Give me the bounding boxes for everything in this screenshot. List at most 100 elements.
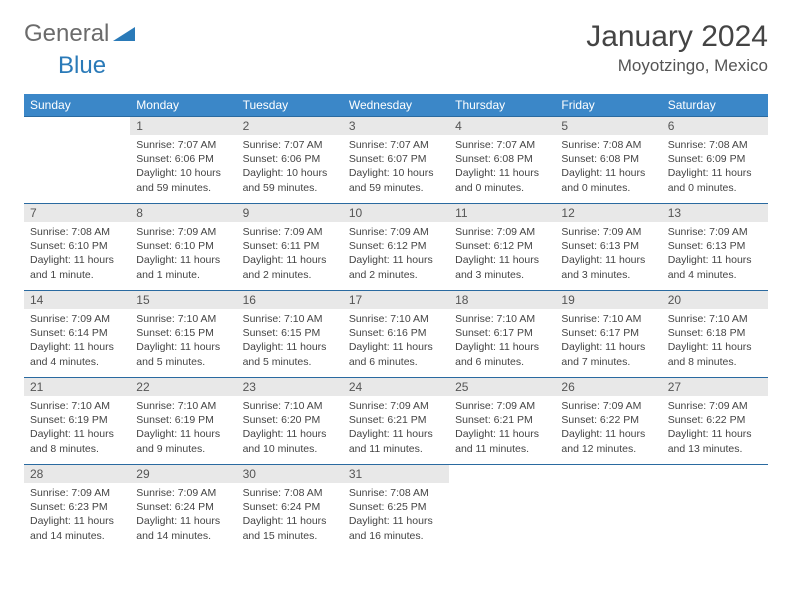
- day-cell: 16Sunrise: 7:10 AMSunset: 6:15 PMDayligh…: [237, 291, 343, 378]
- weekday-header: Tuesday: [237, 94, 343, 117]
- day-content: Sunrise: 7:07 AMSunset: 6:07 PMDaylight:…: [343, 135, 449, 199]
- week-row: 21Sunrise: 7:10 AMSunset: 6:19 PMDayligh…: [24, 378, 768, 465]
- day-content: Sunrise: 7:09 AMSunset: 6:13 PMDaylight:…: [555, 222, 661, 286]
- day-cell: 11Sunrise: 7:09 AMSunset: 6:12 PMDayligh…: [449, 204, 555, 291]
- day-content: Sunrise: 7:08 AMSunset: 6:25 PMDaylight:…: [343, 483, 449, 547]
- day-number: 13: [662, 204, 768, 222]
- day-cell: [555, 465, 661, 552]
- day-number: 7: [24, 204, 130, 222]
- day-number: 23: [237, 378, 343, 396]
- day-content: Sunrise: 7:09 AMSunset: 6:11 PMDaylight:…: [237, 222, 343, 286]
- day-cell: 6Sunrise: 7:08 AMSunset: 6:09 PMDaylight…: [662, 117, 768, 204]
- day-number: 3: [343, 117, 449, 135]
- day-number: 25: [449, 378, 555, 396]
- day-number: 17: [343, 291, 449, 309]
- week-row: 7Sunrise: 7:08 AMSunset: 6:10 PMDaylight…: [24, 204, 768, 291]
- calendar-table: Sunday Monday Tuesday Wednesday Thursday…: [24, 94, 768, 551]
- logo-text-general: General: [24, 20, 109, 48]
- day-number: 28: [24, 465, 130, 483]
- day-number: 24: [343, 378, 449, 396]
- day-number: 4: [449, 117, 555, 135]
- day-number: 21: [24, 378, 130, 396]
- day-content: Sunrise: 7:10 AMSunset: 6:19 PMDaylight:…: [24, 396, 130, 460]
- day-number: 11: [449, 204, 555, 222]
- day-cell: [662, 465, 768, 552]
- day-content: Sunrise: 7:08 AMSunset: 6:09 PMDaylight:…: [662, 135, 768, 199]
- day-content: Sunrise: 7:10 AMSunset: 6:19 PMDaylight:…: [130, 396, 236, 460]
- day-content: Sunrise: 7:10 AMSunset: 6:15 PMDaylight:…: [130, 309, 236, 373]
- day-number: 8: [130, 204, 236, 222]
- day-content: Sunrise: 7:10 AMSunset: 6:15 PMDaylight:…: [237, 309, 343, 373]
- day-cell: 18Sunrise: 7:10 AMSunset: 6:17 PMDayligh…: [449, 291, 555, 378]
- day-number: 14: [24, 291, 130, 309]
- day-cell: 19Sunrise: 7:10 AMSunset: 6:17 PMDayligh…: [555, 291, 661, 378]
- day-cell: [449, 465, 555, 552]
- calendar-body: 1Sunrise: 7:07 AMSunset: 6:06 PMDaylight…: [24, 117, 768, 552]
- day-cell: 26Sunrise: 7:09 AMSunset: 6:22 PMDayligh…: [555, 378, 661, 465]
- month-title: January 2024: [586, 20, 768, 54]
- day-cell: 12Sunrise: 7:09 AMSunset: 6:13 PMDayligh…: [555, 204, 661, 291]
- day-number: 27: [662, 378, 768, 396]
- day-cell: 20Sunrise: 7:10 AMSunset: 6:18 PMDayligh…: [662, 291, 768, 378]
- day-content: Sunrise: 7:10 AMSunset: 6:16 PMDaylight:…: [343, 309, 449, 373]
- logo-text-blue: Blue: [58, 52, 106, 79]
- day-cell: 23Sunrise: 7:10 AMSunset: 6:20 PMDayligh…: [237, 378, 343, 465]
- day-number: 10: [343, 204, 449, 222]
- day-content: Sunrise: 7:09 AMSunset: 6:13 PMDaylight:…: [662, 222, 768, 286]
- day-cell: 8Sunrise: 7:09 AMSunset: 6:10 PMDaylight…: [130, 204, 236, 291]
- day-content: Sunrise: 7:09 AMSunset: 6:10 PMDaylight:…: [130, 222, 236, 286]
- day-cell: 14Sunrise: 7:09 AMSunset: 6:14 PMDayligh…: [24, 291, 130, 378]
- day-content: Sunrise: 7:09 AMSunset: 6:12 PMDaylight:…: [449, 222, 555, 286]
- day-number: 15: [130, 291, 236, 309]
- day-cell: 9Sunrise: 7:09 AMSunset: 6:11 PMDaylight…: [237, 204, 343, 291]
- weekday-header: Friday: [555, 94, 661, 117]
- day-content: Sunrise: 7:07 AMSunset: 6:06 PMDaylight:…: [237, 135, 343, 199]
- day-number: 12: [555, 204, 661, 222]
- day-content: Sunrise: 7:09 AMSunset: 6:21 PMDaylight:…: [343, 396, 449, 460]
- day-cell: 31Sunrise: 7:08 AMSunset: 6:25 PMDayligh…: [343, 465, 449, 552]
- day-content: Sunrise: 7:09 AMSunset: 6:21 PMDaylight:…: [449, 396, 555, 460]
- day-cell: 17Sunrise: 7:10 AMSunset: 6:16 PMDayligh…: [343, 291, 449, 378]
- day-content: Sunrise: 7:07 AMSunset: 6:06 PMDaylight:…: [130, 135, 236, 199]
- day-cell: [24, 117, 130, 204]
- day-content: Sunrise: 7:08 AMSunset: 6:10 PMDaylight:…: [24, 222, 130, 286]
- day-number: 22: [130, 378, 236, 396]
- day-cell: 30Sunrise: 7:08 AMSunset: 6:24 PMDayligh…: [237, 465, 343, 552]
- day-number: 20: [662, 291, 768, 309]
- day-cell: 27Sunrise: 7:09 AMSunset: 6:22 PMDayligh…: [662, 378, 768, 465]
- week-row: 28Sunrise: 7:09 AMSunset: 6:23 PMDayligh…: [24, 465, 768, 552]
- weekday-header: Monday: [130, 94, 236, 117]
- day-content: Sunrise: 7:07 AMSunset: 6:08 PMDaylight:…: [449, 135, 555, 199]
- week-row: 1Sunrise: 7:07 AMSunset: 6:06 PMDaylight…: [24, 117, 768, 204]
- day-number: 29: [130, 465, 236, 483]
- weekday-header-row: Sunday Monday Tuesday Wednesday Thursday…: [24, 94, 768, 117]
- day-cell: 4Sunrise: 7:07 AMSunset: 6:08 PMDaylight…: [449, 117, 555, 204]
- day-content: Sunrise: 7:09 AMSunset: 6:12 PMDaylight:…: [343, 222, 449, 286]
- weekday-header: Wednesday: [343, 94, 449, 117]
- day-cell: 13Sunrise: 7:09 AMSunset: 6:13 PMDayligh…: [662, 204, 768, 291]
- day-number: 26: [555, 378, 661, 396]
- day-content: Sunrise: 7:09 AMSunset: 6:14 PMDaylight:…: [24, 309, 130, 373]
- weekday-header: Saturday: [662, 94, 768, 117]
- day-cell: 1Sunrise: 7:07 AMSunset: 6:06 PMDaylight…: [130, 117, 236, 204]
- day-content: Sunrise: 7:10 AMSunset: 6:17 PMDaylight:…: [449, 309, 555, 373]
- day-content: Sunrise: 7:10 AMSunset: 6:18 PMDaylight:…: [662, 309, 768, 373]
- day-number: 2: [237, 117, 343, 135]
- day-number: 31: [343, 465, 449, 483]
- day-content: Sunrise: 7:09 AMSunset: 6:22 PMDaylight:…: [662, 396, 768, 460]
- day-cell: 29Sunrise: 7:09 AMSunset: 6:24 PMDayligh…: [130, 465, 236, 552]
- day-cell: 22Sunrise: 7:10 AMSunset: 6:19 PMDayligh…: [130, 378, 236, 465]
- day-cell: 21Sunrise: 7:10 AMSunset: 6:19 PMDayligh…: [24, 378, 130, 465]
- day-content: Sunrise: 7:08 AMSunset: 6:08 PMDaylight:…: [555, 135, 661, 199]
- day-number: 5: [555, 117, 661, 135]
- day-cell: 25Sunrise: 7:09 AMSunset: 6:21 PMDayligh…: [449, 378, 555, 465]
- title-block: January 2024 Moyotzingo, Mexico: [586, 20, 768, 76]
- location-text: Moyotzingo, Mexico: [586, 56, 768, 76]
- weekday-header: Sunday: [24, 94, 130, 117]
- day-content: Sunrise: 7:09 AMSunset: 6:23 PMDaylight:…: [24, 483, 130, 547]
- day-cell: 28Sunrise: 7:09 AMSunset: 6:23 PMDayligh…: [24, 465, 130, 552]
- day-cell: 2Sunrise: 7:07 AMSunset: 6:06 PMDaylight…: [237, 117, 343, 204]
- day-cell: 5Sunrise: 7:08 AMSunset: 6:08 PMDaylight…: [555, 117, 661, 204]
- day-number: 16: [237, 291, 343, 309]
- day-cell: 3Sunrise: 7:07 AMSunset: 6:07 PMDaylight…: [343, 117, 449, 204]
